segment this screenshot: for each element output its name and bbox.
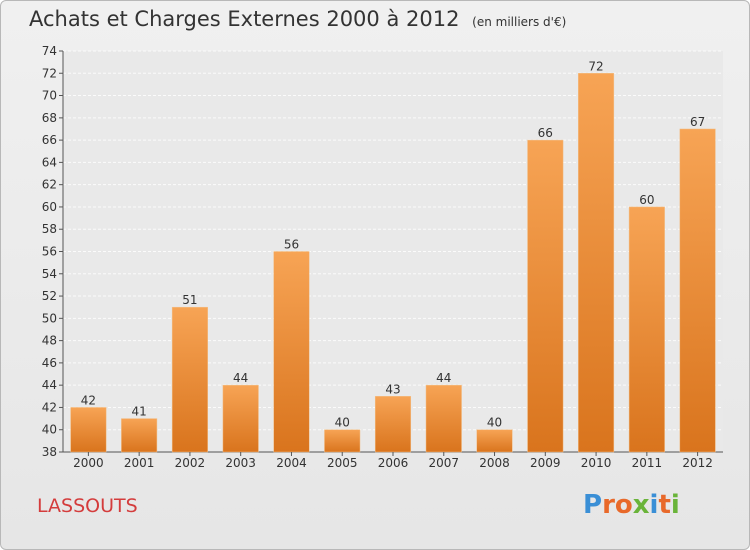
y-tick-label: 72 — [42, 66, 57, 80]
x-tick-label-2004: 2004 — [276, 456, 307, 470]
y-tick-label: 46 — [42, 356, 57, 370]
y-tick-label: 68 — [42, 111, 57, 125]
chart-title-text: Achats et Charges Externes 2000 à 2012 — [29, 7, 460, 31]
data-label-2010: 72 — [588, 59, 603, 73]
y-tick-label: 58 — [42, 222, 57, 236]
logo-letter: i — [649, 490, 659, 520]
bar-2000 — [70, 407, 107, 453]
data-label-2008: 40 — [487, 416, 502, 430]
logo-letter: r — [602, 490, 615, 520]
logo-letter: t — [658, 490, 671, 520]
data-label-2012: 67 — [690, 115, 705, 129]
x-tick-label-2007: 2007 — [428, 456, 459, 470]
x-tick-label-2005: 2005 — [327, 456, 358, 470]
bar-2003 — [222, 384, 259, 453]
bar-2009 — [527, 139, 564, 453]
chart-subtitle: (en milliers d'€) — [472, 15, 567, 29]
chart-title: Achats et Charges Externes 2000 à 2012 (… — [29, 7, 566, 31]
data-label-2011: 60 — [639, 193, 654, 207]
bar-2006 — [374, 396, 412, 453]
y-tick-label: 40 — [42, 423, 57, 437]
y-tick-label: 50 — [42, 311, 57, 325]
logo-letter: x — [632, 490, 650, 520]
y-tick-label: 62 — [42, 178, 57, 192]
y-tick-label: 70 — [42, 89, 57, 103]
bar-2008 — [476, 429, 513, 453]
data-label-2003: 44 — [233, 371, 248, 385]
logo-letter: o — [614, 490, 633, 520]
data-label-2007: 44 — [436, 371, 451, 385]
data-label-2005: 40 — [335, 416, 350, 430]
proxiti-logo: Proxiti — [583, 490, 680, 520]
bar-2002 — [171, 306, 208, 453]
y-tick-label: 66 — [42, 133, 57, 147]
x-tick-label-2012: 2012 — [682, 456, 713, 470]
data-label-2004: 56 — [284, 238, 299, 252]
bar-2005 — [324, 429, 361, 453]
y-tick-label: 38 — [42, 445, 57, 459]
data-label-2002: 51 — [182, 293, 197, 307]
data-label-2009: 66 — [538, 126, 553, 140]
x-tick-label-2010: 2010 — [581, 456, 612, 470]
x-tick-label-2002: 2002 — [175, 456, 206, 470]
x-tick-label-2008: 2008 — [479, 456, 510, 470]
x-tick-label-2001: 2001 — [124, 456, 155, 470]
y-tick-label: 42 — [42, 400, 57, 414]
y-tick-label: 54 — [42, 267, 57, 281]
x-tick-label-2003: 2003 — [225, 456, 256, 470]
data-label-2001: 41 — [132, 405, 147, 419]
bar-2007 — [425, 384, 462, 453]
bar-2011 — [628, 206, 665, 453]
bar-2010 — [578, 73, 615, 453]
logo-letter: i — [670, 490, 680, 520]
x-tick-label-2006: 2006 — [378, 456, 409, 470]
y-tick-label: 74 — [42, 44, 57, 58]
y-tick-label: 56 — [42, 245, 57, 259]
data-label-2006: 43 — [385, 382, 400, 396]
bar-2001 — [121, 418, 158, 453]
commune-name: LASSOUTS — [37, 495, 138, 517]
y-tick-label: 44 — [42, 378, 57, 392]
logo-letter: P — [583, 490, 603, 520]
y-tick-label: 52 — [42, 289, 57, 303]
data-label-2000: 42 — [81, 393, 96, 407]
x-tick-label-2000: 2000 — [73, 456, 104, 470]
x-tick-label-2009: 2009 — [530, 456, 561, 470]
y-tick-label: 60 — [42, 200, 57, 214]
x-tick-label-2011: 2011 — [632, 456, 663, 470]
bar-2012 — [679, 128, 716, 453]
bar-2004 — [273, 251, 310, 453]
y-tick-label: 64 — [42, 155, 57, 169]
y-tick-label: 48 — [42, 334, 57, 348]
